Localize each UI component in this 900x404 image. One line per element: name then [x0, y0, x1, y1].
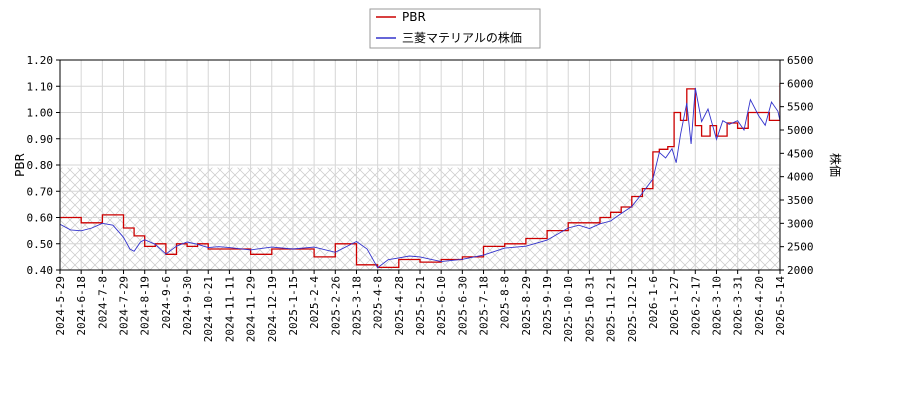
x-tick-label: 2025-9-19 — [541, 276, 554, 336]
y-right-tick-label: 4500 — [787, 147, 814, 160]
x-tick-label: 2024-12-19 — [266, 276, 279, 342]
y-right-axis-title: 株価 — [828, 153, 843, 177]
x-tick-label: 2025-5-21 — [414, 276, 427, 336]
y-right-tick-label: 2000 — [787, 264, 814, 277]
x-tick-label: 2025-7-18 — [478, 276, 491, 336]
x-tick-label: 2026-1-6 — [647, 276, 660, 329]
x-tick-label: 2025-12-12 — [626, 276, 639, 342]
x-tick-label: 2025-4-8 — [372, 276, 385, 329]
x-tick-label: 2024-7-29 — [118, 276, 131, 336]
x-tick-label: 2024-10-21 — [202, 276, 215, 342]
x-tick-label: 2024-8-19 — [139, 276, 152, 336]
x-axis: 2024-5-29 2024-6-18 2024-7-8 2024-7-29 2024-… — [54, 270, 787, 342]
x-tick-label: 2025-4-28 — [393, 276, 406, 336]
y-right-tick-label: 6500 — [787, 54, 814, 67]
x-tick-label: 2026-1-27 — [668, 276, 681, 336]
x-tick-label: 2026-3-10 — [710, 276, 723, 336]
legend-label-price: 三菱マテリアルの株価 — [402, 30, 522, 45]
x-tick-label: 2025-1-15 — [287, 276, 300, 336]
x-tick-label: 2025-2-26 — [329, 276, 342, 336]
x-tick-label: 2025-3-18 — [350, 276, 363, 336]
legend: PBR 三菱マテリアルの株価 — [369, 8, 541, 49]
y-right-tick-label: 3500 — [787, 194, 814, 207]
x-tick-label: 2025-11-21 — [605, 276, 618, 342]
x-tick-label: 2025-8-8 — [499, 276, 512, 329]
x-tick-label: 2025-10-10 — [562, 276, 575, 342]
x-tick-label: 2024-6-18 — [75, 276, 88, 336]
y-left-tick-label: 1.20 — [27, 54, 54, 67]
x-tick-label: 2024-11-11 — [223, 276, 236, 342]
x-tick-label: 2026-3-31 — [732, 276, 745, 336]
y-left-tick-label: 0.60 — [27, 212, 54, 225]
left-axis: 0.40 0.50 0.60 0.70 0.80 0.90 1.00 1.10 1.20 — [27, 54, 60, 277]
x-tick-label: 2024-5-29 — [54, 276, 67, 336]
y-right-tick-label: 6000 — [787, 77, 814, 90]
y-right-tick-label: 5500 — [787, 101, 814, 114]
series-layer — [60, 82, 780, 269]
x-tick-label: 2026-5-14 — [774, 276, 787, 336]
x-tick-label: 2025-10-31 — [583, 276, 596, 342]
x-tick-label: 2025-6-30 — [456, 276, 469, 336]
y-left-tick-label: 1.10 — [27, 80, 54, 93]
x-tick-label: 2025-6-10 — [435, 276, 448, 336]
y-left-tick-label: 0.70 — [27, 185, 54, 198]
x-tick-label: 2025-8-29 — [520, 276, 533, 336]
x-tick-label: 2024-11-29 — [245, 276, 258, 342]
y-left-tick-label: 1.00 — [27, 107, 54, 120]
right-axis: 2000 2500 3000 3500 4000 4500 5000 5500 6000 6500 — [780, 54, 814, 277]
y-right-tick-label: 4000 — [787, 171, 814, 184]
x-tick-label: 2026-4-20 — [753, 276, 766, 336]
x-tick-label: 2024-7-8 — [96, 276, 109, 329]
legend-box — [369, 8, 541, 49]
y-left-tick-label: 0.90 — [27, 133, 54, 146]
x-tick-label: 2026-2-17 — [689, 276, 702, 336]
y-left-tick-label: 0.80 — [27, 159, 54, 172]
y-right-tick-label: 5000 — [787, 124, 814, 137]
x-tick-label: 2024-9-6 — [160, 276, 173, 329]
x-tick-label: 2025-2-4 — [308, 276, 321, 329]
y-left-axis-title: PBR — [13, 153, 27, 177]
y-right-tick-label: 3000 — [787, 217, 814, 230]
series-line-price — [60, 87, 780, 269]
x-tick-label: 2024-9-30 — [181, 276, 194, 336]
legend-label-pbr: PBR — [402, 10, 426, 24]
y-left-tick-label: 0.40 — [27, 264, 54, 277]
y-right-tick-label: 2500 — [787, 241, 814, 254]
y-left-tick-label: 0.50 — [27, 238, 54, 251]
